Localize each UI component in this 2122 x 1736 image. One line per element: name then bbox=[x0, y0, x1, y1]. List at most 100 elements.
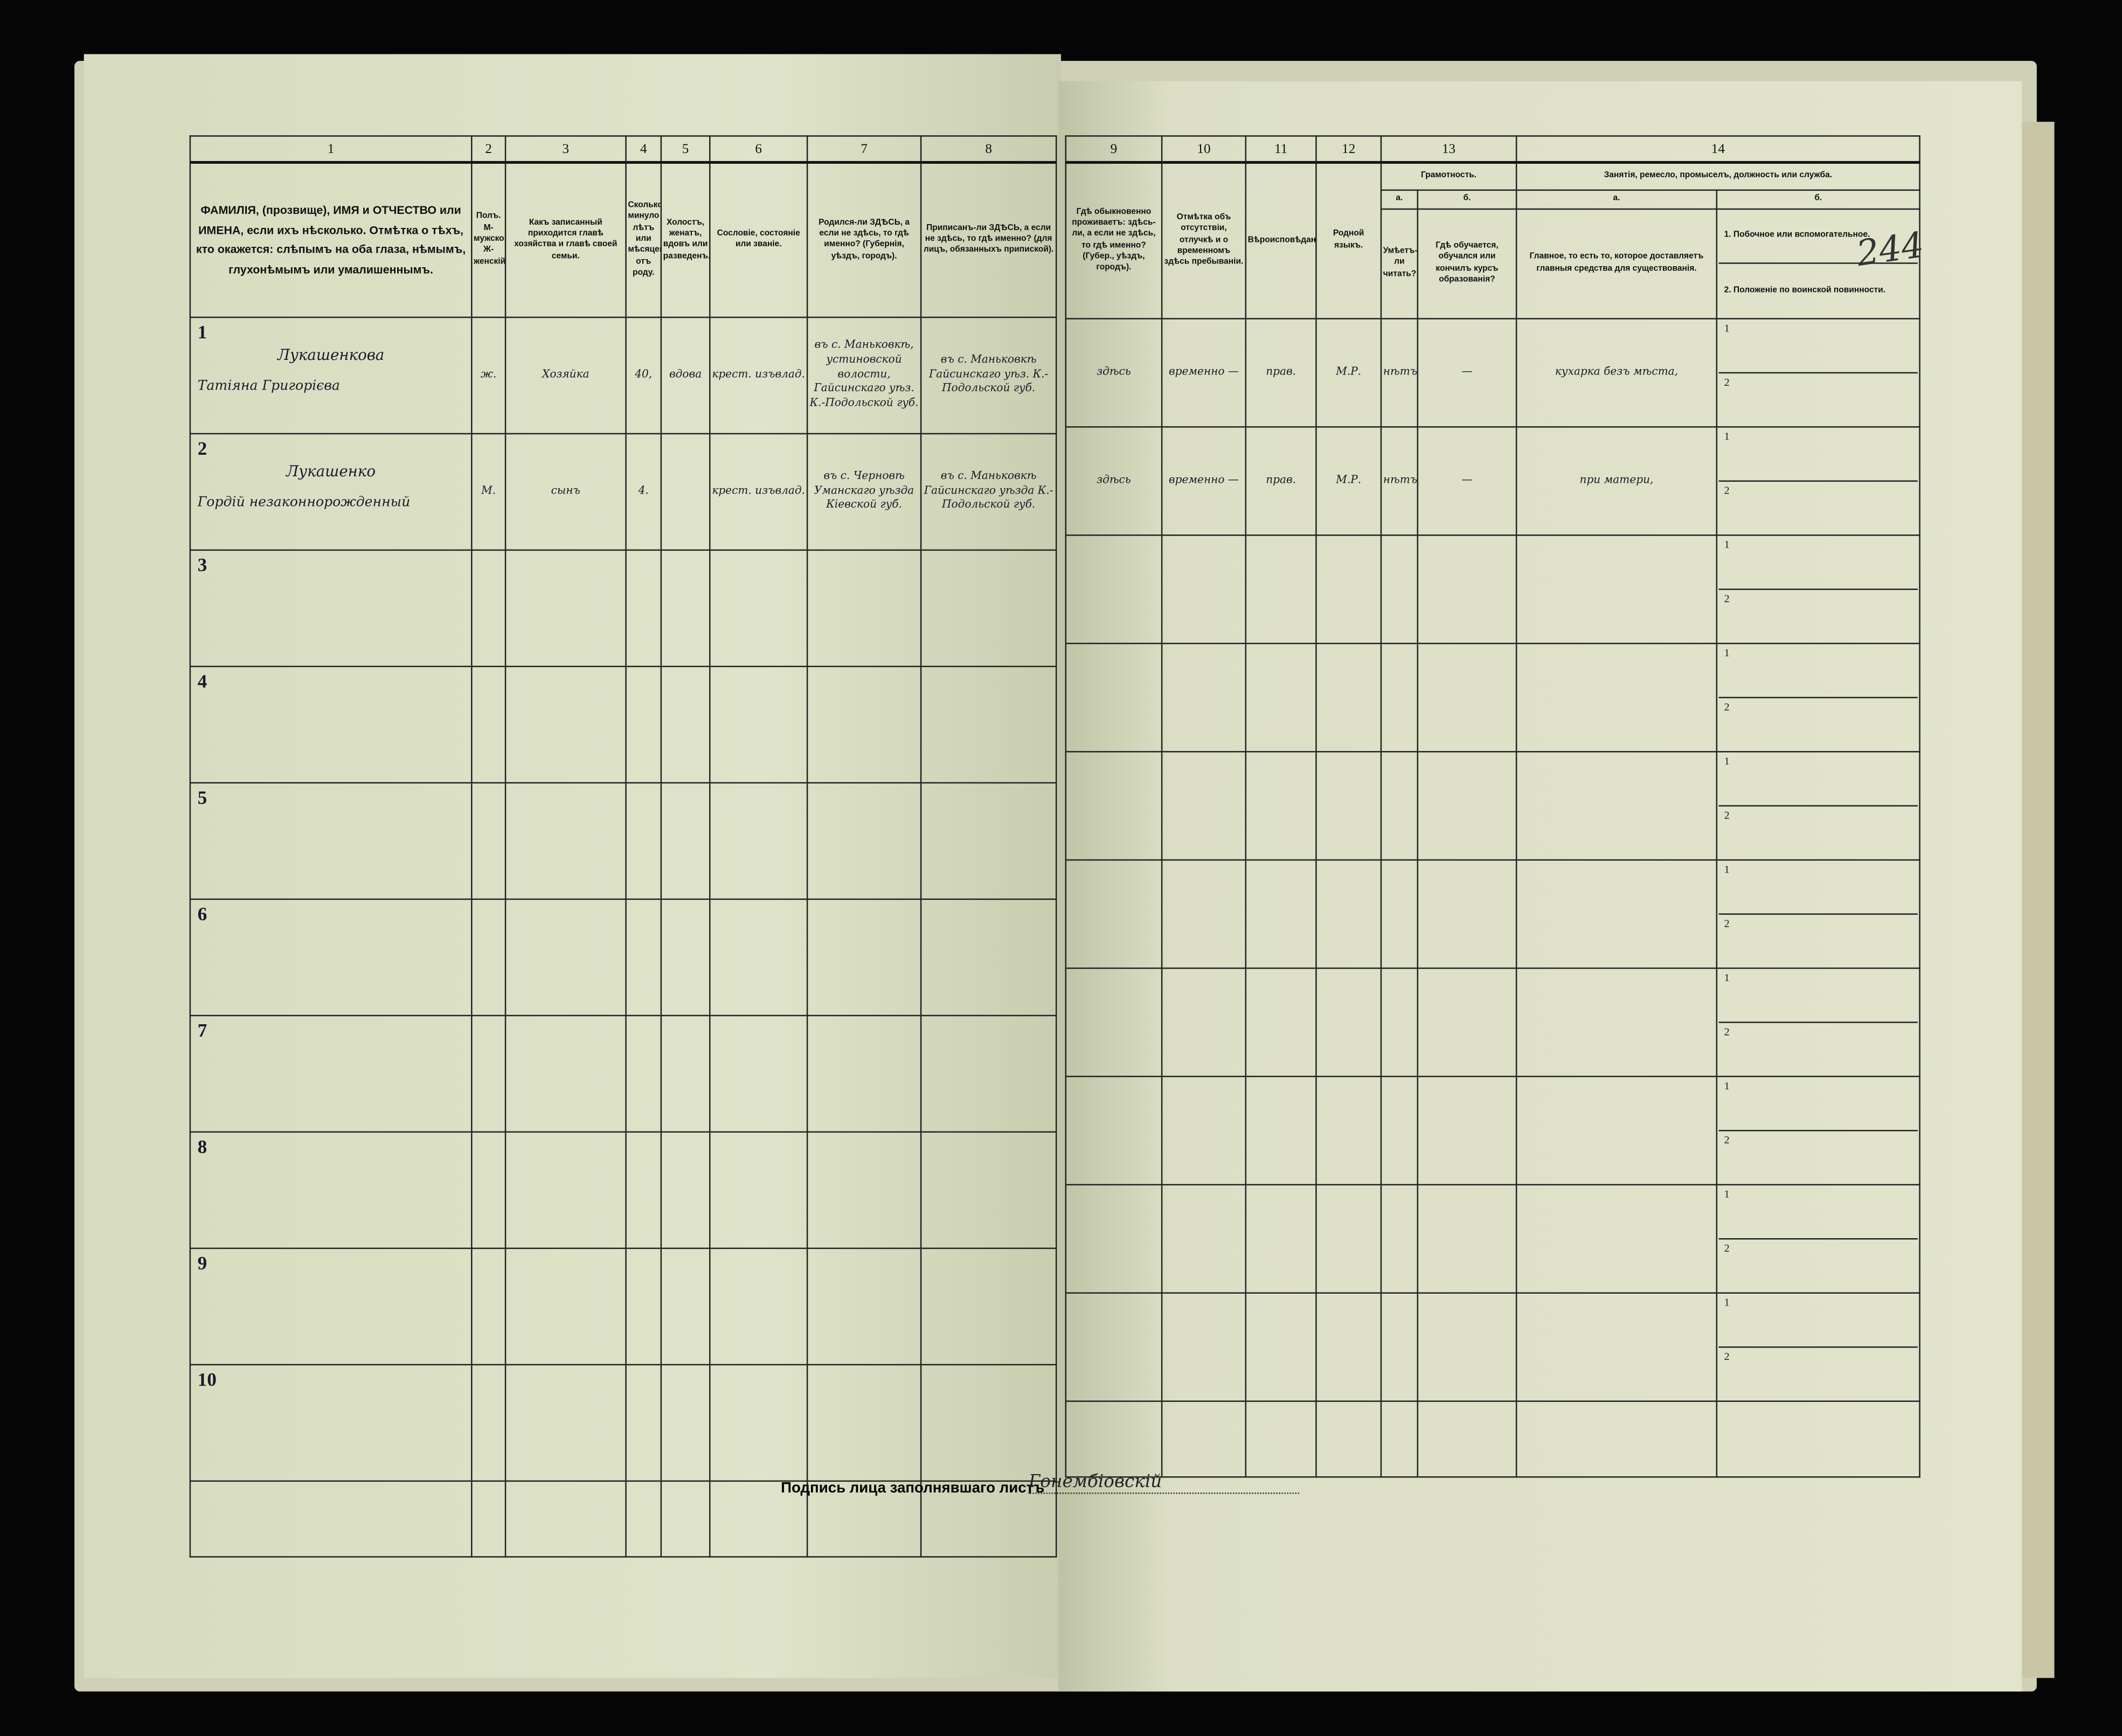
birthplace-cell bbox=[806, 548, 922, 666]
name-cell: 5 bbox=[189, 781, 473, 899]
registered-cell bbox=[920, 1363, 1057, 1481]
residence-cell bbox=[1065, 1183, 1163, 1293]
absence-cell bbox=[1161, 750, 1247, 860]
name-cell: 1 Лукашенкова Татіяна Григорієва bbox=[189, 316, 473, 434]
marital-cell bbox=[660, 1130, 711, 1248]
name-cell: 8 bbox=[189, 1130, 473, 1248]
absence-cell bbox=[1161, 858, 1247, 968]
col-number: 8 bbox=[920, 135, 1057, 164]
occupation-cell bbox=[1515, 642, 1718, 752]
secondary-occupation-slot: 1 bbox=[1724, 1079, 1730, 1092]
military-status-slot: 2 bbox=[1718, 804, 1918, 858]
birthplace-cell bbox=[806, 1363, 922, 1481]
language-cell bbox=[1315, 1183, 1382, 1293]
sex-cell bbox=[471, 1247, 507, 1365]
birthplace-cell bbox=[806, 665, 922, 783]
header-relation: Какъ записанный приходится главѣ хозяйст… bbox=[504, 162, 627, 317]
header-absence: Отмѣтка объ отсутствіи, отлучкѣ и о врем… bbox=[1161, 162, 1247, 319]
language-cell: М.Р. bbox=[1315, 425, 1382, 536]
marital-cell bbox=[660, 1363, 711, 1481]
marital-cell bbox=[660, 432, 711, 550]
military-status-slot: 2 bbox=[1718, 1020, 1918, 1074]
table-row: 8 bbox=[189, 1130, 1057, 1248]
signature: Гонембіовскій bbox=[1028, 1473, 1300, 1494]
secondary-occupation-slot: 1 bbox=[1724, 863, 1730, 875]
col-number: 1 bbox=[189, 135, 473, 164]
row-number: 6 bbox=[197, 904, 207, 925]
table-row: 9 bbox=[189, 1247, 1057, 1365]
marital-cell bbox=[660, 1247, 711, 1365]
secondary-occupation-slot: 1 bbox=[1724, 538, 1730, 550]
table-row: 7 bbox=[189, 1014, 1057, 1132]
census-table-right: 9 10 11 12 13 14 Гдѣ обыкновенно прожива… bbox=[1065, 135, 1920, 1477]
education-cell bbox=[1417, 1291, 1517, 1401]
name-cell: 10 bbox=[189, 1363, 473, 1481]
age-cell bbox=[625, 548, 662, 666]
header-occupation: Занятія, ремесло, промыселъ, должность и… bbox=[1515, 162, 1920, 190]
header-marital: Холостъ, женатъ, вдовъ или разведенъ. bbox=[660, 162, 711, 317]
age-cell bbox=[625, 1014, 662, 1132]
name-cell: 4 bbox=[189, 665, 473, 783]
row-number: 3 bbox=[197, 555, 207, 576]
military-status-slot: 2 bbox=[1718, 588, 1918, 641]
table-footer-space bbox=[1065, 1400, 1920, 1477]
occupation-cell bbox=[1515, 1075, 1718, 1185]
col-number: 3 bbox=[504, 135, 627, 164]
estate-cell bbox=[709, 665, 808, 783]
military-status-slot: 2 bbox=[1718, 696, 1918, 749]
marital-cell bbox=[660, 781, 711, 899]
birthplace-cell bbox=[806, 1130, 922, 1248]
relation-cell: Хозяйка bbox=[504, 316, 627, 434]
registered-cell bbox=[920, 898, 1057, 1016]
relation-cell bbox=[504, 1014, 627, 1132]
registered-cell bbox=[920, 548, 1057, 666]
birthplace-cell bbox=[806, 898, 922, 1016]
registered-cell: въ с. Маньковкѣ Гайсинскаго уѣз. К.-Подо… bbox=[920, 316, 1057, 434]
religion-cell bbox=[1245, 1291, 1317, 1401]
absence-cell: временно — bbox=[1161, 317, 1247, 427]
col-number: 4 bbox=[625, 135, 662, 164]
table-row: 5 bbox=[189, 781, 1057, 899]
estate-cell bbox=[709, 548, 808, 666]
estate-cell bbox=[709, 898, 808, 1016]
military-status-slot: 2 bbox=[1718, 480, 1918, 533]
estate-cell: крест. изъвлад. bbox=[709, 432, 808, 550]
language-cell bbox=[1315, 858, 1382, 968]
marital-cell: вдова bbox=[660, 316, 711, 434]
education-cell bbox=[1417, 642, 1517, 752]
registered-cell bbox=[920, 665, 1057, 783]
birthplace-cell bbox=[806, 1247, 922, 1365]
military-status-slot: 2 bbox=[1718, 1129, 1918, 1183]
sex-cell bbox=[471, 781, 507, 899]
marital-cell bbox=[660, 898, 711, 1016]
occupation-cell bbox=[1515, 1183, 1718, 1293]
registered-cell bbox=[920, 1247, 1057, 1365]
residence-cell: здѣсь bbox=[1065, 425, 1163, 536]
religion-cell bbox=[1245, 750, 1317, 860]
religion-cell: прав. bbox=[1245, 317, 1317, 427]
age-cell: 40, bbox=[625, 316, 662, 434]
religion-cell bbox=[1245, 533, 1317, 644]
language-cell bbox=[1315, 642, 1382, 752]
language-cell bbox=[1315, 1291, 1382, 1401]
header-letters: а. б. а. б. bbox=[1066, 189, 1920, 210]
residence-cell bbox=[1065, 858, 1163, 968]
relation-cell bbox=[504, 1247, 627, 1365]
header-row: Умѣетъ-ли читать? Гдѣ обучается, обучалс… bbox=[1066, 207, 1920, 319]
col-number: 2 bbox=[471, 135, 507, 164]
relation-cell bbox=[504, 781, 627, 899]
header-row: ФАМИЛІЯ, (прозвище), ИМЯ и ОТЧЕСТВО или … bbox=[189, 162, 1057, 317]
absence-cell bbox=[1161, 1291, 1247, 1401]
residence-cell bbox=[1065, 642, 1163, 752]
education-cell: — bbox=[1417, 317, 1517, 427]
